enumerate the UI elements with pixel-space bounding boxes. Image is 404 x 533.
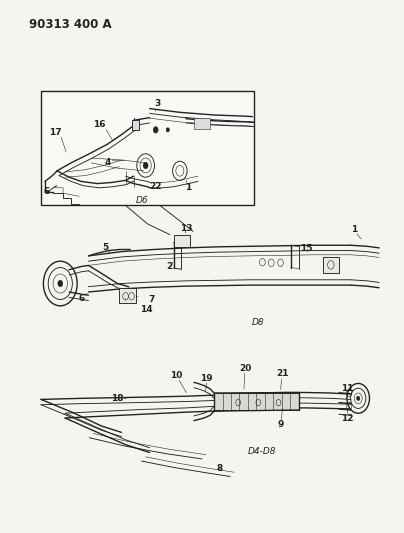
Text: 11: 11 (341, 384, 353, 393)
Text: 5: 5 (102, 243, 109, 252)
Text: 22: 22 (149, 182, 162, 191)
Text: D8: D8 (252, 318, 265, 327)
Text: 7: 7 (149, 295, 155, 304)
Bar (323, 257, 339, 273)
Text: 9: 9 (277, 421, 284, 430)
Text: 2: 2 (166, 262, 172, 271)
Circle shape (357, 396, 360, 400)
Text: 19: 19 (200, 374, 213, 383)
Circle shape (58, 280, 63, 287)
Circle shape (166, 128, 169, 132)
Text: 10: 10 (170, 371, 182, 380)
Bar (194, 118, 210, 130)
Text: 15: 15 (300, 245, 312, 254)
Circle shape (143, 163, 148, 168)
Text: 6: 6 (44, 187, 50, 196)
Text: 3: 3 (155, 99, 161, 108)
Circle shape (153, 127, 158, 133)
Text: 12: 12 (341, 414, 353, 423)
Text: 90313 400 A: 90313 400 A (29, 18, 112, 31)
Text: 6: 6 (78, 294, 84, 303)
Bar (174, 235, 190, 247)
Text: 17: 17 (49, 127, 61, 136)
Text: 1: 1 (185, 183, 191, 192)
Bar (214, 393, 299, 410)
Bar (132, 120, 139, 130)
Text: 16: 16 (93, 119, 105, 128)
Text: 21: 21 (276, 369, 289, 378)
Text: D6: D6 (135, 196, 148, 205)
Text: D4-D8: D4-D8 (247, 447, 276, 456)
Text: 14: 14 (140, 304, 153, 313)
Text: 18: 18 (111, 394, 124, 403)
Bar (41, 91, 255, 205)
Text: 1: 1 (351, 225, 357, 234)
Text: 20: 20 (239, 364, 252, 373)
Text: 4: 4 (104, 158, 111, 167)
Text: 8: 8 (217, 464, 223, 473)
Text: 13: 13 (180, 224, 192, 233)
Bar (120, 288, 136, 303)
